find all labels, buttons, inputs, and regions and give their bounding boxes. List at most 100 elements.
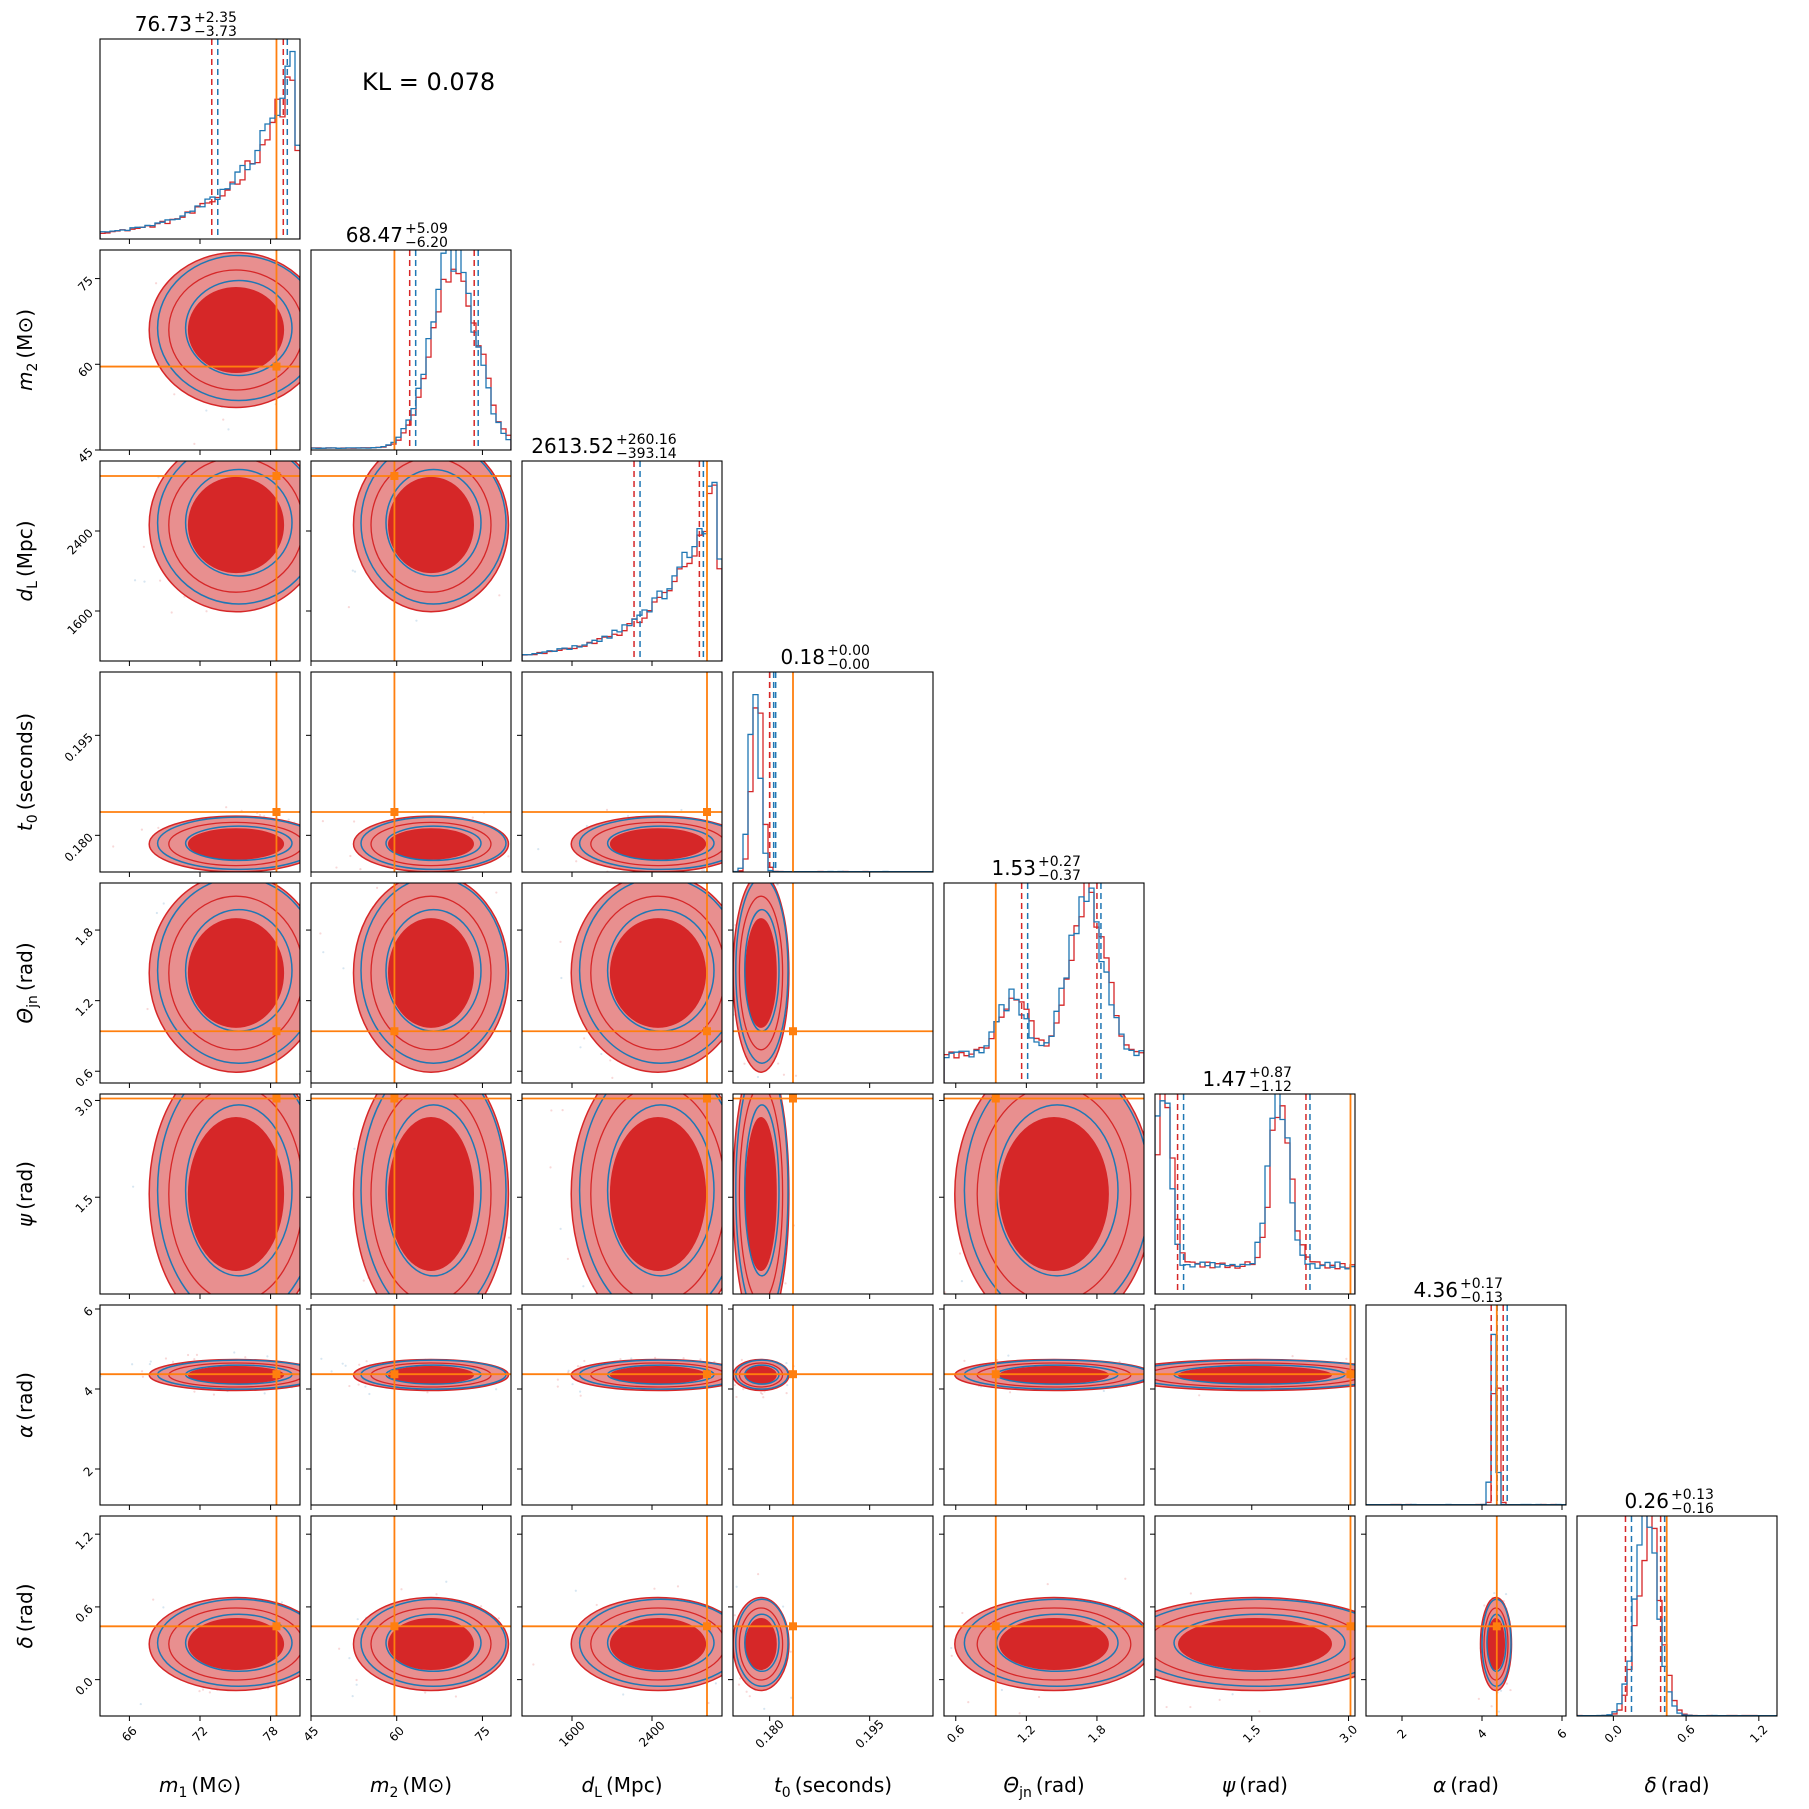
median-value: 76.73 xyxy=(135,12,192,36)
contour-mid-red xyxy=(590,1094,722,1294)
x-tick-label-psi: 1.5 xyxy=(1240,1722,1263,1745)
truth-marker xyxy=(703,1094,711,1103)
x-axis-label-delta: δ (rad) xyxy=(1644,1773,1709,1797)
contour-inner-red xyxy=(745,918,777,1028)
panel-frame xyxy=(521,1093,723,1295)
median-value: 68.47 xyxy=(346,223,403,247)
y-tick-label-delta: 0.0 xyxy=(73,1675,96,1698)
panel-frame xyxy=(943,882,1145,1084)
y-axis-label-delta: δ (rad) xyxy=(13,1583,37,1648)
panel-frame xyxy=(1154,1093,1356,1295)
x-tick-label-delta: 1.2 xyxy=(1747,1722,1770,1745)
contour-inner-red xyxy=(388,918,474,1028)
truth-marker xyxy=(390,1027,399,1036)
y-axis-label-psi: ψ (rad) xyxy=(13,1161,37,1227)
histogram-panel-dL: 2613.52 +260.16−393.14 xyxy=(521,432,723,666)
contour-mid-red xyxy=(590,821,722,867)
y-tick-label-psi: 1.5 xyxy=(73,1192,96,1215)
upper-error: +2.35 xyxy=(194,10,237,26)
contour-inner-blue xyxy=(184,1104,293,1277)
panel-frame xyxy=(310,1515,512,1717)
contour-outer-blue xyxy=(735,1094,789,1294)
contour-panel-alpha-delta: 2 4 6 xyxy=(1361,1515,1570,1742)
x-tick-label-m2: 75 xyxy=(472,1724,493,1745)
x-tick-label-theta: 0.6 xyxy=(944,1722,967,1745)
truth-marker xyxy=(703,1370,711,1379)
panel-frame xyxy=(310,671,512,873)
contour-panel-dL-alpha xyxy=(517,1304,723,1510)
contour-inner-red xyxy=(187,287,285,373)
x-axis-label-m2: m2 (M⊙) xyxy=(370,1773,452,1801)
contour-panel-theta-delta: 0.6 1.2 1.8 xyxy=(939,1515,1145,1746)
lower-error: −1.12 xyxy=(1249,1079,1292,1095)
x-axis-label-psi: ψ (rad) xyxy=(1222,1773,1288,1797)
histogram-panel-alpha: 4.36 +0.17−0.13 xyxy=(1365,1276,1567,1510)
truth-marker xyxy=(390,1622,399,1631)
y-tick-label-dL: 1600 xyxy=(64,606,95,637)
contour-inner-red xyxy=(187,1618,285,1670)
panel-frame xyxy=(732,671,934,873)
contour-inner-blue xyxy=(606,1613,715,1673)
contour-outer-blue xyxy=(963,1598,1144,1688)
x-tick-label-theta: 1.8 xyxy=(1085,1722,1108,1745)
x-tick-label-alpha: 6 xyxy=(1554,1726,1569,1741)
panel-frame xyxy=(943,1304,1145,1506)
x-tick-label-delta: 0.6 xyxy=(1674,1722,1697,1745)
contour-outer-blue xyxy=(963,1094,1144,1294)
upper-error: +0.27 xyxy=(1038,854,1081,870)
y-tick-label-m2: 45 xyxy=(75,445,96,466)
contour-panel-dL-theta xyxy=(517,882,723,1088)
contour-inner-red xyxy=(187,828,285,860)
contour-mid-red xyxy=(976,1094,1132,1294)
contour-inner-red xyxy=(999,1618,1109,1670)
contour-inner-blue xyxy=(385,468,482,577)
contour-mid-red xyxy=(370,461,492,593)
y-tick-label-theta: 0.6 xyxy=(73,1066,96,1089)
truth-marker xyxy=(390,1370,399,1379)
red-histogram-dL xyxy=(522,484,722,661)
contour-outer-blue xyxy=(1155,1359,1355,1390)
y-tick-label-delta: 1.2 xyxy=(73,1529,96,1552)
contour-outer-blue xyxy=(360,816,507,871)
contour-mid-red xyxy=(370,895,492,1051)
contour-mid-red xyxy=(168,461,300,593)
contour-inner-red xyxy=(187,476,285,574)
y-tick-label-m2: 60 xyxy=(75,359,96,380)
contour-panel-m2-theta xyxy=(306,882,512,1088)
y-axis-label-t0: t0 (seconds) xyxy=(13,713,41,831)
contour-outer-blue xyxy=(578,1094,722,1294)
panel-frame xyxy=(310,882,512,1084)
median-value: 1.47 xyxy=(1202,1067,1247,1091)
panel-frame xyxy=(732,1304,934,1506)
contour-inner-red xyxy=(609,1618,707,1670)
truth-marker xyxy=(789,1622,797,1631)
contour-inner-blue xyxy=(385,825,482,862)
contour-mid-red xyxy=(590,1607,722,1681)
truth-marker xyxy=(991,1094,1000,1103)
lower-error: −3.73 xyxy=(194,24,237,40)
truth-marker xyxy=(272,1094,281,1103)
contour-inner-blue xyxy=(744,1104,780,1277)
y-tick-label-t0: 0.180 xyxy=(62,830,96,864)
contour-inner-red xyxy=(609,918,707,1028)
blue-histogram-theta xyxy=(944,887,1144,1083)
truth-marker xyxy=(703,1027,711,1036)
contour-inner-red xyxy=(609,828,707,860)
median-value: 4.36 xyxy=(1413,1278,1458,1302)
contour-outer-blue xyxy=(735,1598,789,1688)
panel-frame xyxy=(310,1093,512,1295)
diagonal-title-dL: 2613.52 +260.16−393.14 xyxy=(531,432,677,462)
median-value: 0.26 xyxy=(1624,1489,1669,1513)
contour-outer-blue xyxy=(578,816,722,871)
y-tick-label-t0: 0.195 xyxy=(62,730,96,764)
lower-error: −0.16 xyxy=(1671,1501,1714,1517)
contour-inner-blue xyxy=(1173,1613,1346,1673)
panel-frame xyxy=(1365,1515,1567,1717)
contour-inner-red xyxy=(388,476,474,574)
contour-outer-blue xyxy=(360,883,507,1064)
panel-frame xyxy=(310,249,512,451)
panel-frame xyxy=(732,882,934,1084)
contour-inner-red xyxy=(999,1117,1109,1271)
y-tick-label-alpha: 6 xyxy=(81,1304,96,1319)
